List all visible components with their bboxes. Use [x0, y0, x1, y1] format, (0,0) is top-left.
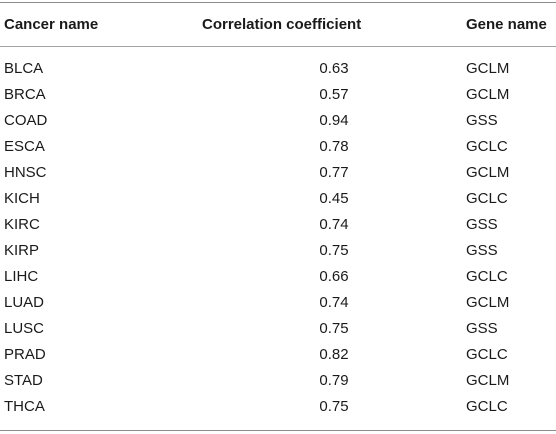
table-header-rule	[0, 46, 556, 47]
cell-correlation: 0.74	[319, 293, 349, 311]
cell-cancer-name: BRCA	[4, 85, 46, 103]
cell-correlation: 0.75	[319, 241, 349, 259]
cell-correlation: 0.77	[319, 163, 349, 181]
cell-cancer-name: LUSC	[4, 319, 45, 337]
cell-correlation: 0.66	[319, 267, 349, 285]
table-row: KIRP 0.75 GSS	[0, 237, 556, 263]
cell-gene-name: GCLC	[466, 137, 508, 155]
table-row: KIRC 0.74 GSS	[0, 211, 556, 237]
correlation-table: Cancer name Correlation coefficient Gene…	[0, 3, 556, 419]
table-row: KICH 0.45 GCLC	[0, 185, 556, 211]
cell-cancer-name: HNSC	[4, 163, 47, 181]
table-top-rule	[0, 2, 556, 3]
cell-correlation: 0.57	[319, 85, 349, 103]
cell-gene-name: GCLM	[466, 59, 510, 77]
cell-cancer-name: KIRP	[4, 241, 40, 259]
cell-cancer-name: KIRC	[4, 215, 40, 233]
table-row: PRAD 0.82 GCLC	[0, 341, 556, 367]
cell-gene-name: GCLC	[466, 267, 508, 285]
cell-cancer-name: STAD	[4, 371, 43, 389]
cell-correlation: 0.82	[319, 345, 349, 363]
table-row: BLCA 0.63 GCLM	[0, 46, 556, 81]
cell-correlation: 0.74	[319, 215, 349, 233]
cell-gene-name: GSS	[466, 111, 498, 129]
cell-gene-name: GCLM	[466, 293, 510, 311]
table-row: LIHC 0.66 GCLC	[0, 263, 556, 289]
header-gene-name: Gene name	[466, 16, 547, 33]
table-row: LUSC 0.75 GSS	[0, 315, 556, 341]
table-bottom-rule	[0, 430, 556, 431]
cell-cancer-name: LIHC	[4, 267, 39, 285]
cell-gene-name: GCLM	[466, 371, 510, 389]
cell-gene-name: GSS	[466, 319, 498, 337]
cell-cancer-name: ESCA	[4, 137, 45, 155]
cell-cancer-name: LUAD	[4, 293, 45, 311]
cell-correlation: 0.63	[319, 59, 349, 77]
cell-correlation: 0.75	[319, 319, 349, 337]
table-row: HNSC 0.77 GCLM	[0, 159, 556, 185]
cell-gene-name: GCLM	[466, 163, 510, 181]
cell-correlation: 0.79	[319, 371, 349, 389]
header-correlation-coefficient: Correlation coefficient	[202, 16, 362, 33]
table-row: COAD 0.94 GSS	[0, 107, 556, 133]
table-row: LUAD 0.74 GCLM	[0, 289, 556, 315]
header-cancer-name: Cancer name	[4, 16, 99, 33]
cell-gene-name: GSS	[466, 215, 498, 233]
table-row: STAD 0.79 GCLM	[0, 367, 556, 393]
cell-gene-name: GCLM	[466, 85, 510, 103]
cell-correlation: 0.78	[319, 137, 349, 155]
cell-correlation: 0.75	[319, 397, 349, 415]
cell-cancer-name: KICH	[4, 189, 40, 207]
table-row: BRCA 0.57 GCLM	[0, 81, 556, 107]
cell-gene-name: GCLC	[466, 397, 508, 415]
cell-cancer-name: THCA	[4, 397, 45, 415]
cell-correlation: 0.94	[319, 111, 349, 129]
table-row: ESCA 0.78 GCLC	[0, 133, 556, 159]
cell-cancer-name: PRAD	[4, 345, 46, 363]
cell-correlation: 0.45	[319, 189, 349, 207]
cell-gene-name: GCLC	[466, 345, 508, 363]
table-row: THCA 0.75 GCLC	[0, 393, 556, 419]
cell-cancer-name: COAD	[4, 111, 48, 129]
table-header-row: Cancer name Correlation coefficient Gene…	[0, 3, 556, 46]
cell-cancer-name: BLCA	[4, 59, 44, 77]
cell-gene-name: GSS	[466, 241, 498, 259]
cell-gene-name: GCLC	[466, 189, 508, 207]
